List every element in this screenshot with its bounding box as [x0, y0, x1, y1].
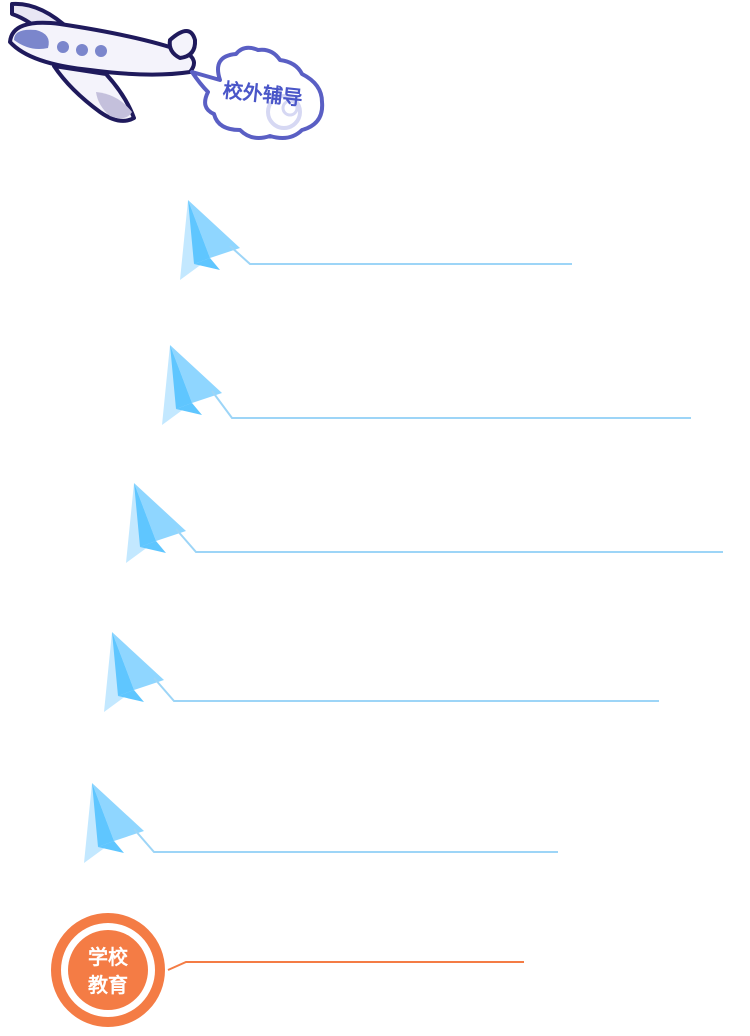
- paper-plane-icon: [104, 632, 164, 712]
- plane-row: [126, 483, 723, 563]
- rule-line: [133, 828, 558, 853]
- plane-row: [104, 632, 659, 712]
- badge-rule-line: [167, 961, 524, 971]
- rule-line: [153, 677, 659, 702]
- rule-line: [229, 245, 572, 265]
- badge-line-2: 教育: [88, 973, 128, 997]
- paper-plane-icon: [126, 483, 186, 563]
- paper-plane-icon: [180, 200, 240, 280]
- plane-rows: [84, 200, 723, 863]
- speech-bubble-icon: 校外辅导: [190, 45, 325, 140]
- airplane-icon: [8, 1, 198, 123]
- rule-line: [211, 390, 691, 419]
- plane-row: [84, 783, 558, 863]
- rule-line: [175, 528, 723, 553]
- plane-row: [180, 200, 572, 280]
- paper-plane-icon: [162, 345, 222, 425]
- plane-row: [162, 345, 691, 425]
- badge-line-1: 学校: [88, 945, 129, 969]
- school-badge-icon: 学校 教育: [51, 913, 524, 1027]
- paper-plane-icon: [84, 783, 144, 863]
